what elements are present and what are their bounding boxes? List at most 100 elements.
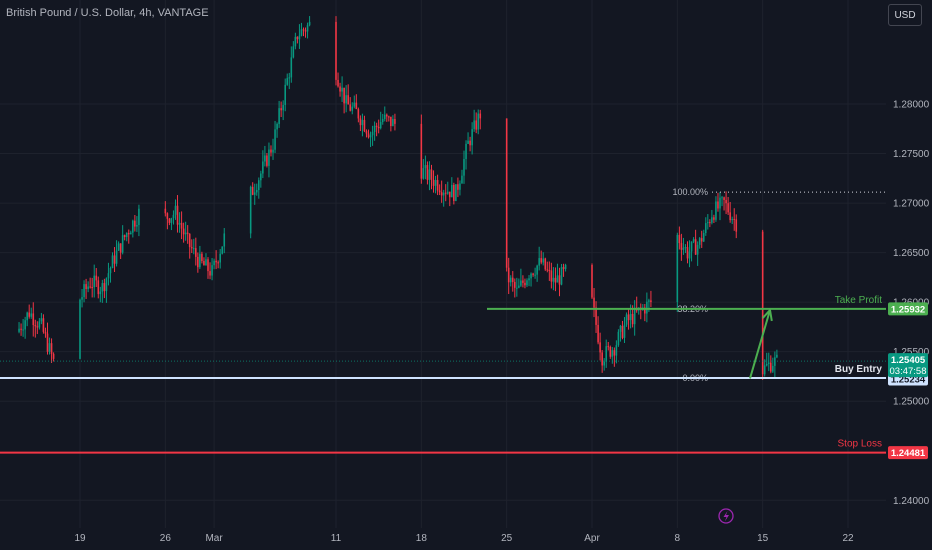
candle-down: [511, 277, 514, 282]
candle-down: [440, 192, 443, 196]
candle-up: [81, 297, 83, 300]
candle-down: [694, 239, 697, 255]
candle-down: [524, 282, 526, 286]
candle-down: [457, 184, 459, 190]
candle-down: [89, 286, 91, 288]
candle-down: [505, 118, 508, 268]
candle-down: [195, 248, 197, 257]
take-profit-label: Take Profit: [835, 295, 882, 306]
candle-up: [26, 312, 28, 321]
candle-down: [769, 362, 772, 372]
candle-up: [369, 135, 372, 138]
time-tick-label: 26: [160, 533, 172, 544]
candle-down: [168, 218, 171, 223]
candle-up: [526, 280, 528, 286]
candle-up: [276, 123, 278, 130]
candle-down: [438, 190, 441, 193]
candle-down: [180, 222, 183, 229]
lightning-icon-ring[interactable]: [718, 508, 734, 524]
lightning-icon-bolt[interactable]: [723, 511, 730, 522]
candle-up: [633, 307, 636, 325]
candle-up: [461, 175, 463, 184]
candle-up: [272, 149, 274, 153]
candle-down: [251, 186, 254, 195]
candle-down: [164, 208, 167, 214]
candle-up: [767, 362, 770, 364]
candle-up: [392, 118, 394, 127]
price-tick-label: 1.26500: [893, 248, 930, 259]
candle-up: [619, 325, 622, 332]
candle-up: [731, 218, 733, 221]
candle-down: [700, 238, 703, 242]
candle-up: [205, 259, 207, 266]
candle-up: [361, 119, 364, 126]
candle-down: [166, 213, 169, 219]
last-price-badge-text: 1.25405: [891, 355, 926, 366]
candle-up: [373, 125, 376, 132]
candle-up: [704, 223, 707, 234]
candle-up: [111, 255, 114, 269]
candle-down: [103, 283, 106, 292]
candle-up: [18, 328, 20, 332]
candle-down: [296, 36, 299, 40]
candle-up: [294, 36, 297, 47]
candle-up: [115, 250, 118, 264]
candle-down: [522, 280, 524, 283]
candle-up: [605, 346, 608, 362]
candle-up: [192, 248, 195, 250]
candle-up: [719, 197, 721, 209]
candle-down: [554, 277, 557, 283]
candle-down: [475, 120, 477, 130]
candle-up: [87, 286, 89, 290]
candle-up: [288, 77, 291, 79]
candle-up: [516, 287, 518, 289]
candle-up: [255, 190, 258, 193]
candle-up: [463, 159, 465, 176]
time-tick-label: 18: [416, 533, 428, 544]
lightning-icon[interactable]: [718, 508, 734, 524]
candle-up: [692, 239, 695, 242]
candle-down: [302, 29, 305, 31]
candle-up: [22, 329, 24, 331]
candle-down: [363, 119, 366, 132]
candle-up: [138, 208, 140, 226]
candle-down: [385, 114, 388, 117]
candle-down: [544, 258, 547, 270]
candle-down: [713, 217, 715, 220]
candle-down: [201, 253, 203, 262]
target-arrow-shaft[interactable]: [749, 309, 771, 379]
candle-up: [528, 278, 530, 281]
candle-down: [46, 333, 49, 352]
price-tick-label: 1.28000: [893, 100, 930, 111]
candle-down: [347, 95, 349, 105]
candle-up: [300, 29, 303, 36]
candle-up: [611, 350, 614, 357]
candle-down: [34, 325, 37, 327]
candle-up: [264, 155, 266, 162]
candle-up: [776, 354, 778, 358]
candle-up: [262, 161, 264, 174]
candle-up: [603, 361, 605, 366]
currency-button[interactable]: USD: [888, 4, 922, 26]
candle-down: [513, 281, 516, 288]
candle-up: [213, 260, 215, 266]
target-arrow-head[interactable]: [761, 307, 773, 322]
symbol-title: British Pound / U.S. Dollar, 4h, VANTAGE: [6, 7, 209, 19]
candle-down: [134, 220, 136, 227]
candle-up: [682, 247, 685, 250]
candle-down: [453, 184, 455, 201]
candle-up: [648, 300, 650, 302]
candle-down: [36, 326, 39, 328]
candle-up: [715, 201, 717, 220]
stop-loss-badge-text: 1.24481: [891, 448, 926, 459]
candle-up: [253, 192, 256, 195]
candle-up: [556, 275, 559, 283]
candle-up: [132, 220, 134, 233]
time-tick-label: Mar: [205, 533, 223, 544]
candle-up: [560, 267, 563, 285]
candle-down: [733, 218, 736, 220]
candle-up: [107, 273, 110, 279]
candle-up: [542, 258, 545, 263]
